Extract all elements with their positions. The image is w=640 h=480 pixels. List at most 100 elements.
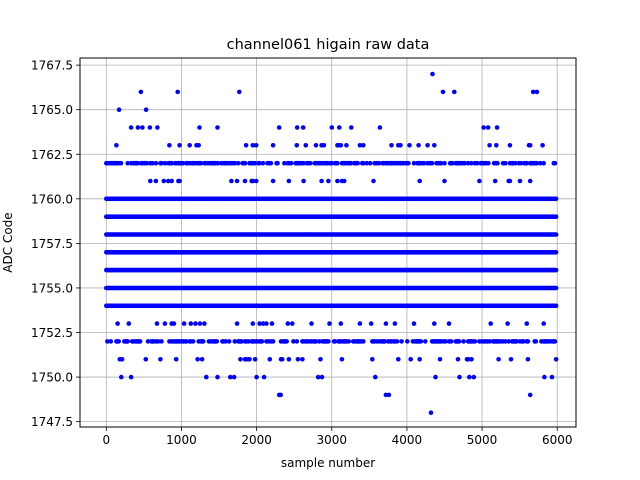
data-point	[214, 339, 220, 344]
data-point	[269, 321, 275, 326]
data-point	[517, 178, 523, 184]
y-axis-label: ADC Code	[1, 212, 15, 272]
data-point	[481, 125, 486, 130]
data-point	[315, 374, 321, 380]
x-tick-label: 2000	[241, 433, 272, 447]
y-tick-label: 1747.5	[31, 415, 73, 429]
data-point	[250, 143, 256, 148]
data-point	[417, 178, 423, 184]
data-point	[527, 392, 533, 398]
data-point	[105, 339, 110, 344]
data-point	[196, 143, 201, 148]
data-point	[552, 339, 558, 344]
data-point	[495, 160, 500, 166]
data-point	[552, 160, 558, 166]
data-point	[553, 250, 559, 255]
data-point	[270, 339, 276, 344]
data-point	[527, 143, 533, 148]
data-point	[180, 160, 186, 166]
data-point	[226, 339, 232, 344]
data-point	[429, 160, 435, 166]
data-point	[376, 160, 382, 166]
data-point	[154, 321, 160, 326]
data-point	[332, 339, 338, 344]
data-point	[370, 357, 375, 362]
data-point	[433, 374, 438, 380]
data-point	[235, 160, 241, 166]
data-point	[361, 339, 366, 344]
y-tick-label: 1765.0	[31, 103, 73, 117]
data-point	[253, 143, 259, 148]
data-point	[161, 178, 167, 184]
x-tick-label: 5000	[467, 433, 498, 447]
data-point	[533, 339, 539, 344]
data-point	[286, 357, 292, 362]
data-point	[371, 178, 376, 184]
data-point	[456, 339, 462, 344]
data-point	[147, 125, 153, 130]
data-point	[553, 196, 559, 202]
data-point	[496, 357, 501, 362]
data-point	[252, 357, 258, 362]
data-point	[407, 143, 412, 148]
data-point	[339, 357, 345, 362]
x-tick-label: 6000	[542, 433, 573, 447]
data-point	[276, 125, 282, 130]
data-point	[377, 125, 383, 130]
data-point	[406, 160, 411, 166]
data-point	[193, 321, 198, 326]
data-point	[128, 125, 134, 130]
data-point	[408, 357, 414, 362]
data-point	[215, 374, 220, 380]
data-point	[383, 321, 389, 326]
data-point	[140, 125, 145, 130]
data-point	[200, 339, 206, 344]
data-point	[242, 160, 248, 166]
x-tick-label: 4000	[392, 433, 423, 447]
data-point	[159, 160, 164, 166]
data-point	[446, 321, 452, 326]
data-point	[295, 357, 301, 362]
data-point	[355, 160, 361, 166]
data-point	[242, 178, 248, 184]
data-point	[288, 160, 294, 166]
data-point	[452, 89, 457, 95]
data-point	[525, 357, 531, 362]
data-point	[398, 143, 403, 148]
data-point	[329, 160, 335, 166]
data-point	[158, 357, 163, 362]
data-point	[465, 357, 471, 362]
data-point	[505, 321, 510, 326]
data-point	[167, 143, 172, 148]
data-point	[294, 339, 300, 344]
data-point	[513, 160, 518, 166]
data-point	[373, 374, 378, 380]
data-point	[455, 357, 461, 362]
x-axis-ticks: 0 1000 2000 3000 4000 5000 6000	[102, 427, 572, 447]
data-point	[438, 160, 444, 166]
data-point	[175, 89, 180, 95]
data-point	[275, 160, 280, 166]
data-point	[457, 374, 462, 380]
chart-title: channel061 higain raw data	[227, 37, 430, 53]
data-point	[486, 160, 491, 166]
data-point	[432, 143, 437, 148]
data-point	[313, 339, 319, 344]
data-point	[540, 143, 545, 148]
data-point	[268, 160, 274, 166]
data-point	[329, 125, 335, 130]
data-point	[247, 357, 252, 362]
data-point	[108, 339, 114, 344]
data-point	[348, 160, 354, 166]
data-point	[229, 178, 234, 184]
data-point	[148, 178, 153, 184]
data-point	[301, 160, 306, 166]
data-point	[313, 143, 319, 148]
data-point	[465, 160, 471, 166]
data-point	[396, 357, 401, 362]
data-point	[228, 374, 233, 380]
data-point	[488, 321, 494, 326]
data-point	[507, 143, 513, 148]
data-point	[437, 357, 443, 362]
data-point	[239, 339, 244, 344]
